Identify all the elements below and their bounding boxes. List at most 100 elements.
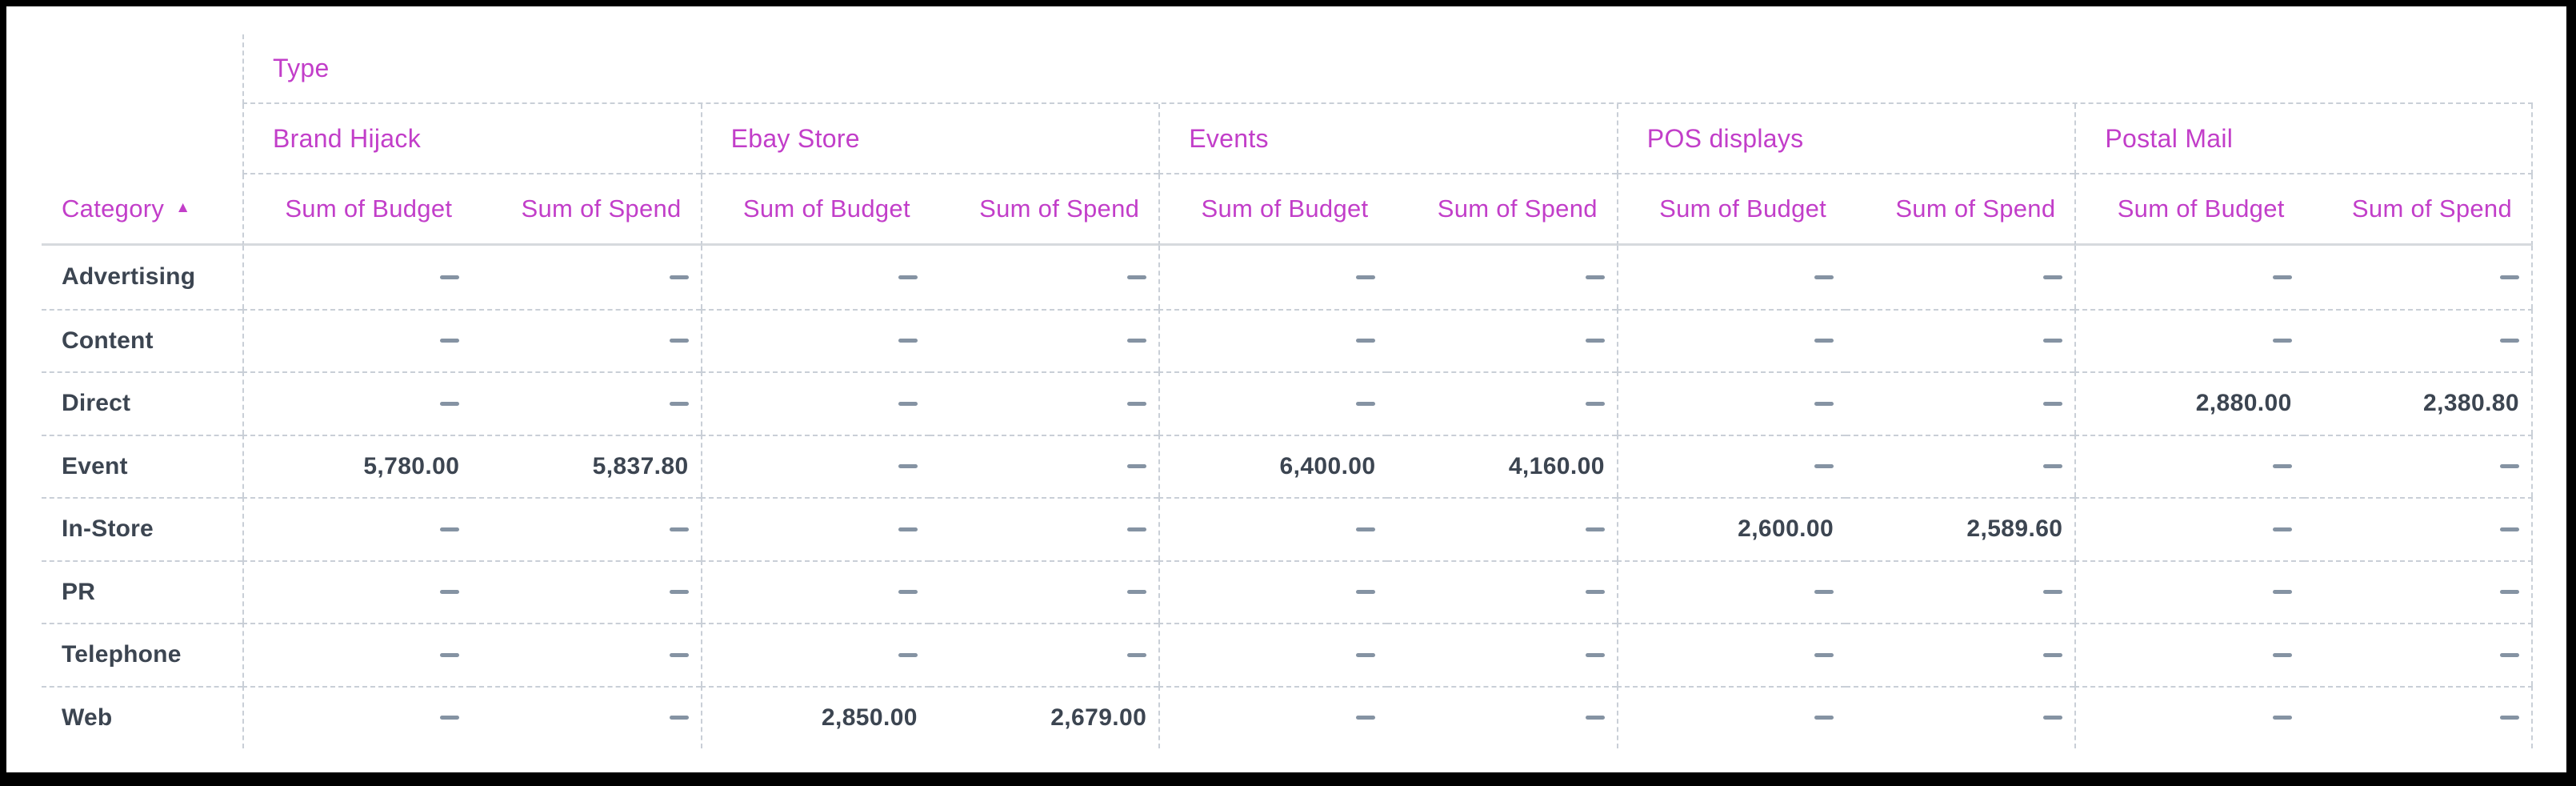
- group-header-pos-displays[interactable]: POS displays: [1616, 104, 2075, 174]
- empty-value-cell-event[interactable]: [700, 434, 930, 497]
- empty-value-cell-direct[interactable]: [1616, 371, 1846, 435]
- empty-value-cell-advertising[interactable]: [930, 246, 1158, 309]
- row-label-web[interactable]: Web: [42, 685, 242, 749]
- empty-value-cell-pr[interactable]: [1846, 559, 2075, 624]
- empty-value-cell-event[interactable]: [929, 434, 1159, 498]
- empty-value-cell-event[interactable]: [2303, 434, 2533, 497]
- group-header-brand-hijack[interactable]: Brand Hijack: [242, 104, 701, 174]
- group-header-events[interactable]: Events: [1158, 104, 1617, 174]
- value-cell-in-store[interactable]: 2,589.60: [1846, 497, 2075, 560]
- empty-value-cell-direct[interactable]: [929, 371, 1159, 435]
- column-header-brand-hijack-sum-of-spend[interactable]: Sum of Spend: [471, 174, 701, 246]
- empty-value-cell-web[interactable]: [1158, 685, 1388, 748]
- empty-value-cell-advertising[interactable]: [242, 246, 471, 309]
- empty-value-cell-advertising[interactable]: [1616, 246, 1846, 309]
- empty-value-cell-web[interactable]: [1846, 685, 2075, 749]
- empty-value-cell-in-store[interactable]: [2074, 497, 2304, 560]
- empty-value-cell-advertising[interactable]: [2074, 246, 2303, 309]
- empty-value-cell-event[interactable]: [2074, 434, 2304, 497]
- empty-value-cell-advertising[interactable]: [2304, 246, 2533, 309]
- value-cell-event[interactable]: 4,160.00: [1387, 434, 1617, 498]
- empty-value-cell-in-store[interactable]: [700, 497, 930, 560]
- empty-value-cell-direct[interactable]: [1846, 371, 2075, 435]
- empty-value-cell-content[interactable]: [1846, 308, 2075, 372]
- empty-value-cell-telephone[interactable]: [242, 623, 472, 686]
- empty-value-cell-pr[interactable]: [1387, 559, 1617, 624]
- row-label-content[interactable]: Content: [42, 308, 242, 372]
- value-cell-direct[interactable]: 2,880.00: [2074, 371, 2304, 435]
- empty-value-cell-in-store[interactable]: [929, 497, 1159, 560]
- empty-value-cell-direct[interactable]: [1387, 371, 1617, 435]
- empty-value-cell-telephone[interactable]: [471, 623, 701, 686]
- value-cell-event[interactable]: 5,780.00: [242, 434, 472, 497]
- empty-value-cell-in-store[interactable]: [471, 497, 701, 560]
- empty-value-cell-telephone[interactable]: [700, 623, 930, 686]
- empty-value-cell-content[interactable]: [2303, 308, 2533, 371]
- empty-value-cell-telephone[interactable]: [2074, 623, 2304, 686]
- value-cell-direct[interactable]: 2,380.80: [2303, 371, 2533, 435]
- empty-value-cell-web[interactable]: [1387, 685, 1617, 749]
- empty-value-cell-in-store[interactable]: [1387, 497, 1617, 560]
- column-header-postal-mail-sum-of-spend[interactable]: Sum of Spend: [2303, 174, 2533, 246]
- empty-value-cell-web[interactable]: [2303, 685, 2533, 748]
- empty-value-cell-telephone[interactable]: [1387, 623, 1617, 686]
- empty-value-cell-advertising[interactable]: [471, 246, 700, 309]
- empty-value-cell-pr[interactable]: [2074, 559, 2304, 623]
- empty-value-cell-advertising[interactable]: [1387, 246, 1616, 309]
- empty-value-cell-content[interactable]: [1387, 308, 1617, 372]
- empty-value-cell-web[interactable]: [242, 685, 472, 748]
- empty-value-cell-content[interactable]: [2074, 308, 2304, 371]
- column-header-events-sum-of-spend[interactable]: Sum of Spend: [1387, 174, 1617, 246]
- column-header-ebay-store-sum-of-budget[interactable]: Sum of Budget: [700, 174, 930, 246]
- empty-value-cell-direct[interactable]: [1158, 371, 1388, 435]
- row-label-in-store[interactable]: In-Store: [42, 497, 242, 560]
- empty-value-cell-advertising[interactable]: [1846, 246, 2074, 309]
- row-label-event[interactable]: Event: [42, 434, 242, 498]
- empty-value-cell-advertising[interactable]: [1158, 246, 1387, 309]
- empty-value-cell-web[interactable]: [2074, 685, 2304, 748]
- empty-value-cell-content[interactable]: [1616, 308, 1846, 371]
- empty-value-cell-pr[interactable]: [1158, 559, 1388, 623]
- group-header-postal-mail[interactable]: Postal Mail: [2074, 104, 2533, 174]
- empty-value-cell-direct[interactable]: [700, 371, 930, 435]
- empty-value-cell-pr[interactable]: [2303, 559, 2533, 623]
- empty-value-cell-telephone[interactable]: [1846, 623, 2075, 686]
- empty-value-cell-content[interactable]: [929, 308, 1159, 372]
- value-cell-web[interactable]: 2,850.00: [700, 685, 930, 748]
- row-label-telephone[interactable]: Telephone: [42, 623, 242, 686]
- empty-value-cell-in-store[interactable]: [1158, 497, 1388, 560]
- empty-value-cell-pr[interactable]: [471, 559, 701, 624]
- empty-value-cell-content[interactable]: [700, 308, 930, 371]
- column-header-pos-displays-sum-of-spend[interactable]: Sum of Spend: [1846, 174, 2075, 246]
- category-sort-header[interactable]: Category ▲: [42, 174, 242, 246]
- empty-value-cell-content[interactable]: [1158, 308, 1388, 371]
- empty-value-cell-pr[interactable]: [700, 559, 930, 623]
- row-label-direct[interactable]: Direct: [42, 371, 242, 435]
- empty-value-cell-event[interactable]: [1616, 434, 1846, 497]
- type-axis-header[interactable]: Type: [242, 34, 2533, 104]
- value-cell-event[interactable]: 6,400.00: [1158, 434, 1388, 497]
- value-cell-event[interactable]: 5,837.80: [471, 434, 701, 498]
- column-header-events-sum-of-budget[interactable]: Sum of Budget: [1158, 174, 1388, 246]
- empty-value-cell-content[interactable]: [242, 308, 472, 371]
- value-cell-web[interactable]: 2,679.00: [929, 685, 1159, 749]
- empty-value-cell-event[interactable]: [1846, 434, 2075, 498]
- empty-value-cell-telephone[interactable]: [2303, 623, 2533, 686]
- row-label-advertising[interactable]: Advertising: [42, 246, 242, 309]
- empty-value-cell-telephone[interactable]: [1158, 623, 1388, 686]
- empty-value-cell-telephone[interactable]: [929, 623, 1159, 686]
- empty-value-cell-web[interactable]: [1616, 685, 1846, 748]
- empty-value-cell-in-store[interactable]: [242, 497, 472, 560]
- column-header-ebay-store-sum-of-spend[interactable]: Sum of Spend: [929, 174, 1159, 246]
- empty-value-cell-pr[interactable]: [929, 559, 1159, 624]
- empty-value-cell-pr[interactable]: [1616, 559, 1846, 623]
- value-cell-in-store[interactable]: 2,600.00: [1616, 497, 1846, 560]
- empty-value-cell-web[interactable]: [471, 685, 701, 749]
- group-header-ebay-store[interactable]: Ebay Store: [700, 104, 1159, 174]
- row-label-pr[interactable]: PR: [42, 559, 242, 624]
- empty-value-cell-content[interactable]: [471, 308, 701, 372]
- empty-value-cell-direct[interactable]: [471, 371, 701, 435]
- empty-value-cell-in-store[interactable]: [2303, 497, 2533, 560]
- empty-value-cell-telephone[interactable]: [1616, 623, 1846, 686]
- column-header-pos-displays-sum-of-budget[interactable]: Sum of Budget: [1616, 174, 1846, 246]
